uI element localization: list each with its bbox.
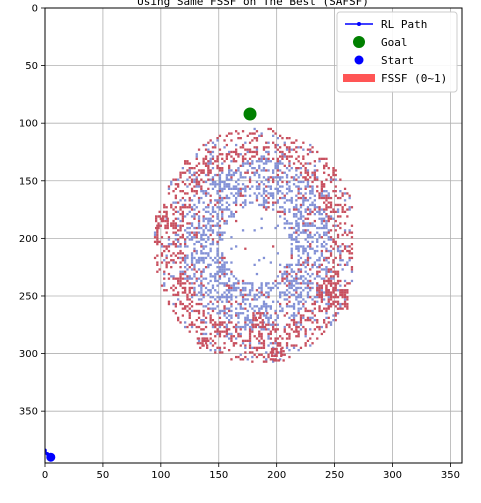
y-tick-label: 0 (32, 4, 38, 15)
start-marker (46, 452, 56, 462)
x-tick-label: 0 (42, 470, 48, 481)
x-tick-label: 50 (97, 470, 110, 481)
y-tick-label: 150 (19, 176, 38, 187)
legend: RL Path Goal Start FSSF (0~1) (336, 11, 458, 93)
x-tick-label: 200 (267, 470, 286, 481)
chart-title: Using Same FSSF on The Best (SAFSF) (137, 0, 369, 8)
legend-label: Goal (381, 36, 408, 49)
axis-ticks: 0 50 100 150 200 250 300 350 0 50 100 150 200 250 300 3… (19, 4, 460, 482)
goal-marker (243, 107, 257, 121)
legend-label: RL Path (381, 18, 427, 31)
legend-label: Start (381, 54, 414, 67)
markers (46, 107, 257, 462)
x-tick-label: 150 (209, 470, 228, 481)
y-tick-label: 250 (19, 291, 38, 302)
y-tick-label: 50 (25, 61, 38, 72)
fssf-map (153, 127, 354, 363)
y-tick-label: 100 (19, 119, 38, 130)
legend-handle-start (354, 55, 364, 65)
y-tick-label: 200 (19, 234, 38, 245)
legend-label: FSSF (0~1) (381, 72, 447, 85)
y-tick-label: 300 (19, 349, 38, 360)
legend-handle-goal (353, 36, 365, 48)
x-tick-label: 350 (441, 470, 460, 481)
x-tick-label: 250 (325, 470, 344, 481)
legend-handle-fssf (343, 74, 375, 82)
plot-frame (44, 7, 463, 464)
y-tick-label: 350 (19, 407, 38, 418)
legend-box (336, 11, 458, 93)
x-tick-label: 100 (151, 470, 170, 481)
legend-handle-dot (357, 22, 361, 26)
x-tick-label: 300 (383, 470, 402, 481)
